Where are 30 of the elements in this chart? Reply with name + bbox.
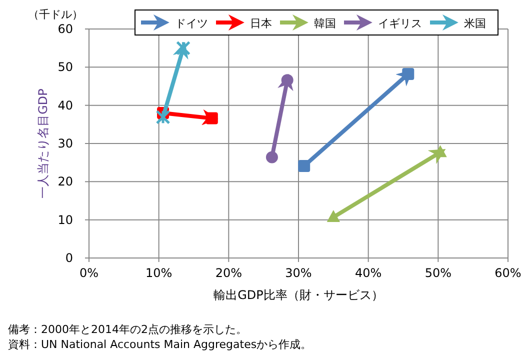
y-tick-label: 0 (65, 251, 73, 265)
point (176, 40, 191, 56)
legend-label: 日本 (250, 17, 272, 30)
x-tick-label: 10% (145, 266, 172, 280)
y-tick-label: 40 (58, 98, 73, 112)
legend-label: ドイツ (175, 17, 208, 30)
x-tick-label: 0% (79, 266, 99, 280)
legend-label: イギリス (378, 17, 422, 30)
x-tick-label: 40% (354, 266, 382, 280)
text: （千ドル） (28, 8, 83, 21)
text: 備考：2000年と2014年の2点の推移を示した。 (8, 323, 247, 336)
x-tick-label: 60% (494, 266, 522, 280)
y-tick-label: 50 (58, 60, 73, 74)
y-tick-label: 20 (58, 174, 73, 189)
y-tick-label: 10 (58, 212, 73, 227)
point (206, 112, 218, 124)
legend-label: 韓国 (314, 17, 336, 30)
x-tick-label: 50% (424, 266, 452, 280)
x-tick-label: 30% (285, 266, 312, 280)
point (266, 151, 278, 164)
x-axis-title: 輸出GDP比率（財・サービス） (214, 288, 384, 302)
y-tick-label: 60 (58, 22, 73, 36)
text: 資料：UN National Accounts Main Aggregatesから作成。 (8, 338, 312, 351)
y-tick-label: 30 (58, 136, 73, 150)
point (156, 110, 170, 124)
point (298, 160, 310, 172)
y-axis-title: 一人当たり名目GDP (36, 88, 50, 198)
legend-label: 米国 (464, 17, 486, 30)
point (402, 68, 414, 80)
x-tick-label: 20% (215, 266, 242, 280)
